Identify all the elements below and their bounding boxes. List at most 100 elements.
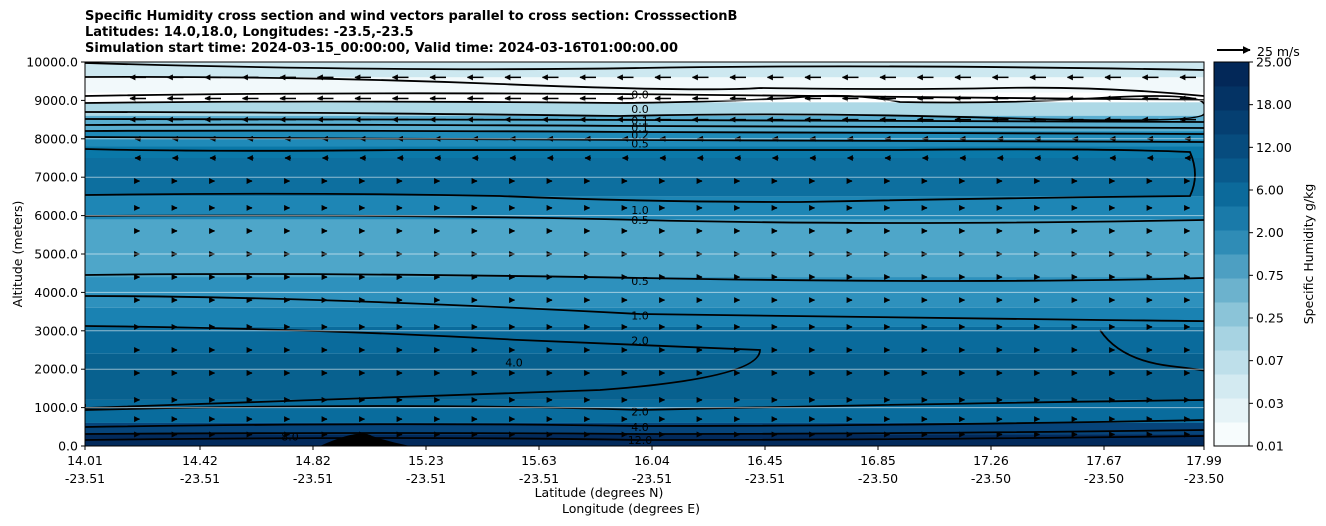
x-tick-label-lat: 15.23 xyxy=(408,453,444,468)
colorbar-segment xyxy=(1214,302,1249,327)
contour-line xyxy=(85,325,761,409)
contour-label: 0.1 xyxy=(631,121,649,134)
x-tick-label-lat: 16.85 xyxy=(860,453,896,468)
wind-vectors xyxy=(129,74,1196,438)
colorbar-segment xyxy=(1214,62,1249,87)
y-tick-label: 5000.0 xyxy=(34,247,78,262)
y-tick-label: 1000.0 xyxy=(34,400,78,415)
x-tick-label-lat: 14.42 xyxy=(182,453,218,468)
colorbar-tick-label: 0.01 xyxy=(1256,439,1284,454)
contour-label: 0.5 xyxy=(631,214,649,227)
colorbar-segment xyxy=(1214,182,1249,207)
x-tick-label-lat: 14.82 xyxy=(295,453,331,468)
quiver-key: 25 m/s xyxy=(1217,44,1300,59)
y-tick-label: 3000.0 xyxy=(34,323,78,338)
colorbar: 0.01 0.03 0.07 0.25 0.75 2.00 6.00 12.00 18.00 25… xyxy=(1213,55,1292,454)
humidity-band xyxy=(85,326,1204,354)
contour-line xyxy=(85,429,1204,435)
contour-label: 0.0 xyxy=(631,89,649,102)
humidity-band xyxy=(85,92,1204,103)
y-axis: 0.0 1000.0 2000.0 3000.0 4000.0 5000.0 6000.0 7… xyxy=(26,55,85,454)
colorbar-segment xyxy=(1214,110,1249,135)
y-tick-label: 10000.0 xyxy=(26,55,78,70)
x-axis-label-lat: Latitude (degrees N) xyxy=(535,485,664,500)
contour-label: 1.0 xyxy=(631,309,649,322)
x-axis: 14.01 -23.51 14.42 -23.51 14.82 -23.51 15.23 -2… xyxy=(65,446,1224,486)
x-tick-label-lat: 16.45 xyxy=(747,453,783,468)
contour-label: 8.0 xyxy=(281,430,299,443)
humidity-band xyxy=(85,353,1204,400)
x-tick-label-lon: -23.50 xyxy=(858,471,898,486)
humidity-band xyxy=(85,102,1204,116)
colorbar-segment xyxy=(1214,158,1249,183)
humidity-band xyxy=(85,422,1204,435)
contour-label: 0.5 xyxy=(631,137,649,150)
colorbar-segment xyxy=(1214,398,1249,423)
chart-title-line-1: Specific Humidity cross section and wind… xyxy=(85,9,738,24)
humidity-band xyxy=(85,62,1204,78)
contour-line xyxy=(85,94,1204,105)
colorbar-tick-label: 18.00 xyxy=(1256,97,1292,112)
colorbar-tick-label: 12.00 xyxy=(1256,140,1292,155)
y-tick-label: 2000.0 xyxy=(34,362,78,377)
contour-line xyxy=(85,148,1196,203)
colorbar-segment xyxy=(1214,86,1249,111)
colorbar-tick-label: 0.07 xyxy=(1256,353,1284,368)
contour-line xyxy=(85,419,1204,428)
colorbar-tick-label: 0.25 xyxy=(1256,311,1284,326)
x-tick-label-lat: 17.67 xyxy=(1086,453,1122,468)
contour-line xyxy=(85,118,1204,123)
contour-line xyxy=(85,129,1204,135)
y-tick-label: 6000.0 xyxy=(34,208,78,223)
y-tick-label: 7000.0 xyxy=(34,170,78,185)
humidity-band xyxy=(85,196,1204,220)
colorbar-segment xyxy=(1214,422,1249,447)
colorbar-segment xyxy=(1214,254,1249,279)
humidity-band xyxy=(85,219,1204,278)
colorbar-label: Specific Humidity g/kg xyxy=(1301,184,1316,325)
x-tick-label-lon: -23.51 xyxy=(519,471,559,486)
x-tick-label-lon: -23.50 xyxy=(971,471,1011,486)
plot-frame xyxy=(84,61,1205,447)
x-tick-label-lon: -23.51 xyxy=(632,471,672,486)
humidity-band xyxy=(85,146,1204,158)
contour-line xyxy=(85,62,1204,71)
contour-label: 4.0 xyxy=(631,421,649,434)
y-tick-label: 4000.0 xyxy=(34,285,78,300)
contour-label: 4.0 xyxy=(505,356,523,369)
x-tick-label-lat: 14.01 xyxy=(67,453,103,468)
humidity-band xyxy=(85,307,1204,327)
chart-title-line-2: Latitudes: 14.0,18.0, Longitudes: -23.5,… xyxy=(85,25,414,40)
contour-label: 1.0 xyxy=(631,204,649,217)
colorbar-segment xyxy=(1214,374,1249,399)
y-tick-label: 8000.0 xyxy=(34,131,78,146)
x-tick-label-lon: -23.50 xyxy=(1184,471,1224,486)
colorbar-segment xyxy=(1214,134,1249,159)
contour-label: 0.5 xyxy=(631,275,649,288)
colorbar-tick-label: 2.00 xyxy=(1256,225,1284,240)
contour-label: 2.0 xyxy=(631,405,649,418)
colorbar-segment xyxy=(1214,350,1249,375)
terrain-shape xyxy=(320,433,410,446)
x-tick-label-lon: -23.51 xyxy=(65,471,105,486)
colorbar-segment xyxy=(1214,230,1249,255)
y-axis-label: Altitude (meters) xyxy=(10,201,25,308)
colorbar-segment xyxy=(1214,326,1249,351)
contour-label: 2.0 xyxy=(631,334,649,347)
contour-line xyxy=(85,435,1204,441)
x-tick-label-lon: -23.51 xyxy=(745,471,785,486)
chart-title-line-3: Simulation start time: 2024-03-15_00:00:… xyxy=(85,41,678,56)
colorbar-segment xyxy=(1214,278,1249,303)
x-tick-label-lat: 17.99 xyxy=(1186,453,1222,468)
contour-label: 12.0 xyxy=(628,434,653,447)
x-tick-label-lat: 15.63 xyxy=(521,453,557,468)
contour-labels: 0.00.00.10.10.20.51.00.50.51.02.04.02.04… xyxy=(281,89,652,448)
colorbar-tick-label: 6.00 xyxy=(1256,183,1284,198)
x-tick-label-lon: -23.50 xyxy=(1084,471,1124,486)
contour-label: 0.1 xyxy=(631,114,649,127)
y-tick-label: 0.0 xyxy=(58,439,78,454)
contour-label: 0.0 xyxy=(631,103,649,116)
x-axis-label-lon: Longitude (degrees E) xyxy=(562,501,700,516)
contour-line xyxy=(85,273,1204,282)
x-tick-label-lat: 16.04 xyxy=(634,453,670,468)
